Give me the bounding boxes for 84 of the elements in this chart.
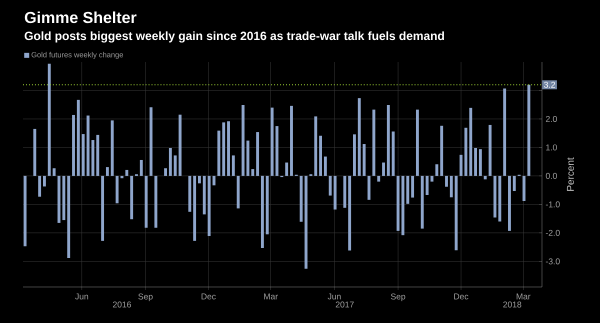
bar bbox=[58, 176, 60, 223]
bar bbox=[276, 126, 278, 176]
bar bbox=[164, 168, 168, 176]
bar bbox=[130, 176, 134, 220]
bar bbox=[101, 176, 104, 241]
bar bbox=[76, 100, 80, 176]
bar bbox=[150, 107, 152, 176]
bar bbox=[43, 176, 46, 186]
bar bbox=[493, 176, 496, 218]
bar bbox=[396, 176, 400, 231]
bar bbox=[106, 167, 109, 176]
bar bbox=[368, 176, 370, 200]
bar bbox=[270, 108, 274, 176]
bar bbox=[300, 176, 303, 222]
bar bbox=[522, 176, 526, 201]
bar bbox=[212, 176, 216, 186]
bar bbox=[401, 176, 404, 236]
bar bbox=[319, 136, 322, 176]
bar bbox=[260, 176, 264, 248]
y-tick-label: -3.0 bbox=[546, 258, 560, 264]
bar bbox=[353, 134, 356, 176]
bar bbox=[377, 176, 380, 182]
bar bbox=[178, 114, 182, 176]
bar bbox=[193, 176, 196, 241]
bar bbox=[512, 176, 516, 192]
bar bbox=[24, 176, 27, 246]
y-tick-label: -1.0 bbox=[546, 201, 560, 208]
bar bbox=[386, 105, 390, 176]
bar bbox=[154, 176, 158, 228]
bar bbox=[168, 148, 172, 176]
y-tick-label: -2.0 bbox=[546, 230, 560, 236]
x-tick-label: Sep bbox=[138, 294, 153, 302]
chart-subtitle: Gold posts biggest weekly gain since 2016 as trade-war talk fuels demand bbox=[24, 31, 444, 43]
bar bbox=[348, 176, 352, 251]
bar bbox=[416, 110, 419, 176]
y-axis-title: Percent bbox=[566, 157, 574, 191]
bar bbox=[324, 156, 327, 176]
bar bbox=[527, 84, 530, 176]
bar bbox=[445, 176, 448, 187]
x-tick-label: Mar bbox=[516, 294, 530, 300]
bar bbox=[488, 124, 492, 176]
bar bbox=[38, 176, 42, 197]
bar bbox=[72, 114, 75, 176]
bar bbox=[304, 176, 308, 269]
bar bbox=[503, 88, 506, 176]
x2-tick-label: 2016 bbox=[112, 302, 132, 308]
bar bbox=[285, 162, 288, 176]
y-tick-label: 1.0 bbox=[546, 144, 557, 150]
bar bbox=[478, 149, 482, 176]
bar bbox=[464, 128, 468, 176]
bar bbox=[116, 176, 119, 204]
x-tick-label: Mar bbox=[264, 294, 278, 300]
bar bbox=[86, 116, 90, 176]
bar bbox=[125, 170, 128, 176]
bar bbox=[474, 148, 478, 176]
x2-tick-label: 2017 bbox=[336, 302, 354, 308]
bar bbox=[430, 176, 434, 182]
bar bbox=[508, 176, 511, 231]
bar bbox=[411, 176, 414, 198]
bar bbox=[382, 162, 385, 176]
y-tick-label: 2.0 bbox=[546, 116, 557, 122]
bar bbox=[460, 154, 462, 176]
chart-title: Gimme Shelter bbox=[24, 11, 136, 24]
x2-tick-label: 2018 bbox=[503, 302, 522, 308]
bar bbox=[246, 140, 250, 176]
x-tick-label: Jun bbox=[75, 294, 88, 300]
x-tick-label: Sep bbox=[390, 294, 406, 302]
bar bbox=[372, 110, 376, 176]
y-tick-label: 0.0 bbox=[546, 172, 557, 179]
bar bbox=[227, 121, 230, 176]
bar bbox=[242, 105, 245, 176]
bar bbox=[426, 176, 429, 196]
bar bbox=[232, 155, 235, 176]
bar bbox=[334, 176, 337, 210]
bar bbox=[256, 132, 260, 176]
bar bbox=[198, 176, 201, 184]
ref-line-label: 3.2 bbox=[544, 82, 556, 88]
bar bbox=[144, 176, 148, 228]
bar bbox=[290, 106, 293, 176]
x-tick-label: Jun bbox=[328, 294, 341, 300]
x-tick-label: Dec bbox=[202, 294, 216, 300]
x-tick-label: Dec bbox=[454, 294, 468, 300]
bar bbox=[140, 160, 143, 176]
bar bbox=[91, 140, 94, 176]
